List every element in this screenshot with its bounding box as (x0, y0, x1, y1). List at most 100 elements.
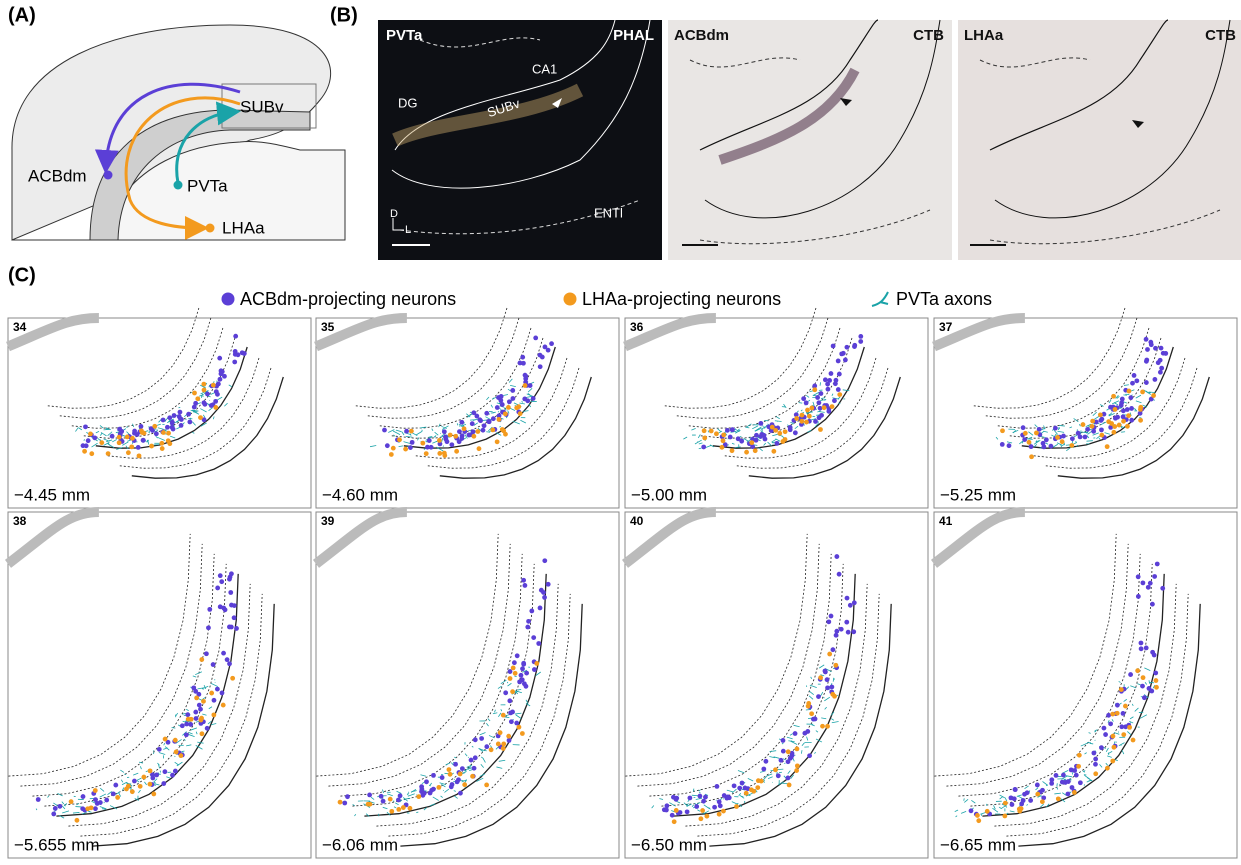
neuron (823, 377, 828, 382)
neuron (503, 411, 508, 416)
neuron (221, 651, 226, 656)
neuron (507, 698, 512, 703)
neuron (1110, 712, 1115, 717)
neuron (1120, 397, 1125, 402)
neuron (199, 657, 204, 662)
neuron (1021, 425, 1026, 430)
neuron (1144, 337, 1149, 342)
neuron (529, 609, 534, 614)
neuron (84, 443, 89, 448)
neuron (813, 717, 818, 722)
atlas-section: 34−4.45 mm (8, 307, 311, 508)
neuron (192, 405, 197, 410)
neuron (201, 699, 206, 704)
neuron (460, 766, 465, 771)
neuron (694, 804, 699, 809)
neuron (758, 421, 763, 426)
neuron (822, 405, 827, 410)
neuron (495, 405, 500, 410)
neuron (166, 431, 171, 436)
neuron (469, 758, 474, 763)
neuron (1154, 678, 1159, 683)
neuron (389, 452, 394, 457)
neuron (831, 344, 836, 349)
neuron (549, 341, 554, 346)
neuron (429, 788, 434, 793)
neuron (152, 424, 157, 429)
panel-label: (A) (8, 4, 36, 26)
neuron (1149, 342, 1154, 347)
neuron (477, 417, 482, 422)
neuron (130, 789, 135, 794)
neuron (526, 619, 531, 624)
neuron (462, 782, 467, 787)
neuron (471, 434, 476, 439)
neuron (793, 731, 798, 736)
neuron (482, 423, 487, 428)
neuron (969, 808, 974, 813)
neuron (844, 620, 849, 625)
neuron (88, 432, 93, 437)
neuron (1069, 443, 1074, 448)
neuron (117, 435, 122, 440)
neuron (1085, 427, 1090, 432)
neuron (829, 371, 834, 376)
neuron (1136, 594, 1141, 599)
neuron (799, 419, 804, 424)
neuron (147, 782, 152, 787)
neuron (459, 436, 464, 441)
neuron (496, 742, 501, 747)
neuron (1148, 581, 1153, 586)
neuron (1154, 685, 1159, 690)
neuron (201, 382, 206, 387)
neuron (517, 679, 522, 684)
neuron (830, 692, 835, 697)
neuron (843, 358, 848, 363)
section-frame (316, 318, 619, 508)
micrograph (378, 20, 662, 260)
neuron (404, 429, 409, 434)
neuron (391, 446, 396, 451)
neuron (1000, 428, 1005, 433)
neuron (764, 759, 769, 764)
axon (820, 382, 821, 385)
neuron (75, 818, 80, 823)
neuron (204, 651, 209, 656)
neuron (1035, 783, 1040, 788)
neuron (829, 685, 834, 690)
neuron (106, 451, 111, 456)
section-level: −6.50 mm (631, 835, 707, 854)
neuron (717, 812, 722, 817)
neuron (186, 412, 191, 417)
neuron (701, 445, 706, 450)
neuron (508, 676, 513, 681)
neuron (211, 712, 216, 717)
neuron (149, 444, 154, 449)
neuron (86, 438, 91, 443)
neuron (110, 434, 115, 439)
neuron (448, 772, 453, 777)
neuron (825, 724, 830, 729)
neuron (665, 803, 670, 808)
neuron (720, 445, 725, 450)
neuron (805, 408, 810, 413)
neuron (126, 450, 131, 455)
neuron (170, 773, 175, 778)
neuron (500, 427, 505, 432)
neuron (408, 445, 413, 450)
neuron (212, 698, 217, 703)
neuron (479, 736, 484, 741)
neuron (761, 767, 766, 772)
neuron (453, 434, 458, 439)
axon (188, 418, 192, 419)
neuron (730, 427, 735, 432)
neuron (672, 819, 677, 824)
neuron (685, 809, 690, 814)
neuron (1017, 809, 1022, 814)
neuron (177, 414, 182, 419)
neuron (1125, 407, 1130, 412)
neuron (837, 372, 842, 377)
neuron (157, 747, 162, 752)
neuron (521, 661, 526, 666)
neuron (523, 383, 528, 388)
